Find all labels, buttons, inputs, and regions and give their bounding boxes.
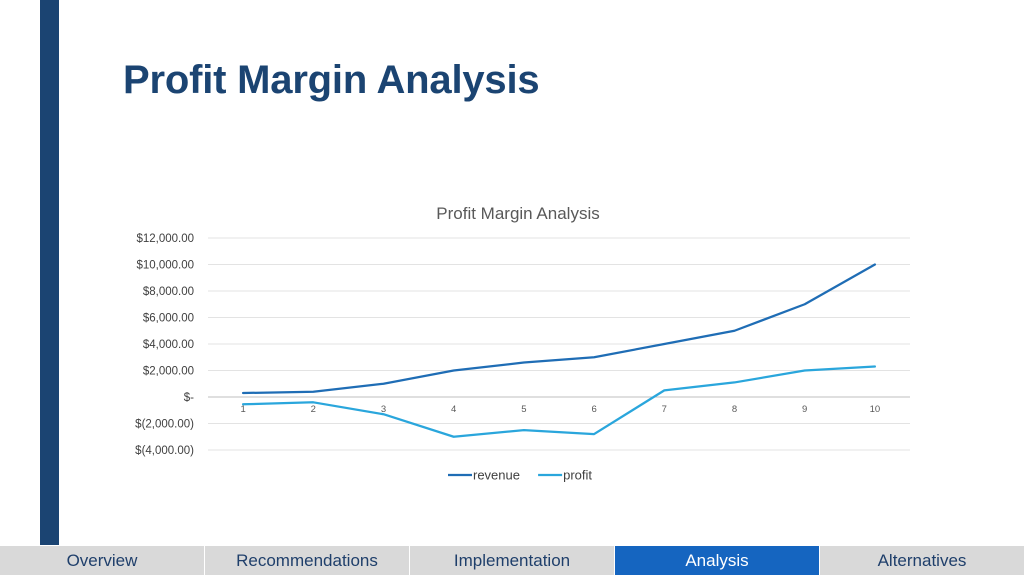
chart-svg: Profit Margin Analysis $12,000.00 $10,000… bbox=[135, 204, 910, 483]
y-tick-label: $4,000.00 bbox=[143, 339, 194, 351]
x-tick-label: 4 bbox=[451, 404, 456, 415]
accent-bar bbox=[40, 0, 59, 545]
slide-title: Profit Margin Analysis bbox=[123, 58, 540, 102]
x-tick-label: 1 bbox=[240, 404, 245, 415]
x-tick-label: 10 bbox=[870, 404, 881, 415]
chart-title: Profit Margin Analysis bbox=[436, 204, 599, 223]
nav-tab-implementation[interactable]: Implementation bbox=[410, 546, 615, 575]
x-tick-label: 5 bbox=[521, 404, 526, 415]
nav-tab-analysis[interactable]: Analysis bbox=[615, 546, 820, 575]
y-tick-label: $(2,000.00) bbox=[135, 419, 194, 431]
y-tick-label: $8,000.00 bbox=[143, 286, 194, 298]
x-tick-label: 2 bbox=[311, 404, 316, 415]
grid-layer bbox=[208, 237, 910, 451]
legend-label-revenue: revenue bbox=[473, 468, 520, 483]
y-axis-ticks: $12,000.00 $10,000.00 $8,000.00 $6,000.00 $4… bbox=[135, 233, 194, 457]
y-tick-label: $2,000.00 bbox=[143, 366, 194, 378]
bottom-navigation: Overview Recommendations Implementation … bbox=[0, 545, 1024, 576]
y-tick-label: $12,000.00 bbox=[136, 233, 194, 245]
y-tick-label: $- bbox=[184, 392, 194, 404]
x-tick-label: 8 bbox=[732, 404, 737, 415]
line-chart: Profit Margin Analysis $12,000.00 $10,000… bbox=[135, 204, 910, 483]
nav-tab-alternatives[interactable]: Alternatives bbox=[820, 546, 1024, 575]
y-tick-label: $10,000.00 bbox=[136, 260, 194, 272]
series-line-profit bbox=[241, 365, 877, 438]
x-tick-label: 3 bbox=[381, 404, 386, 415]
x-tick-label: 6 bbox=[591, 404, 596, 415]
x-tick-label: 9 bbox=[802, 404, 807, 415]
legend: revenue profit bbox=[448, 468, 592, 483]
legend-label-profit: profit bbox=[563, 468, 592, 483]
series-layer bbox=[241, 263, 877, 438]
y-tick-label: $(4,000.00) bbox=[135, 445, 194, 457]
nav-tab-overview[interactable]: Overview bbox=[0, 546, 205, 575]
x-tick-label: 7 bbox=[662, 404, 667, 415]
series-line-revenue bbox=[241, 263, 877, 395]
y-tick-label: $6,000.00 bbox=[143, 313, 194, 325]
x-axis-ticks: 1 2 3 4 5 6 7 8 9 10 bbox=[240, 404, 880, 415]
nav-tab-recommendations[interactable]: Recommendations bbox=[205, 546, 410, 575]
